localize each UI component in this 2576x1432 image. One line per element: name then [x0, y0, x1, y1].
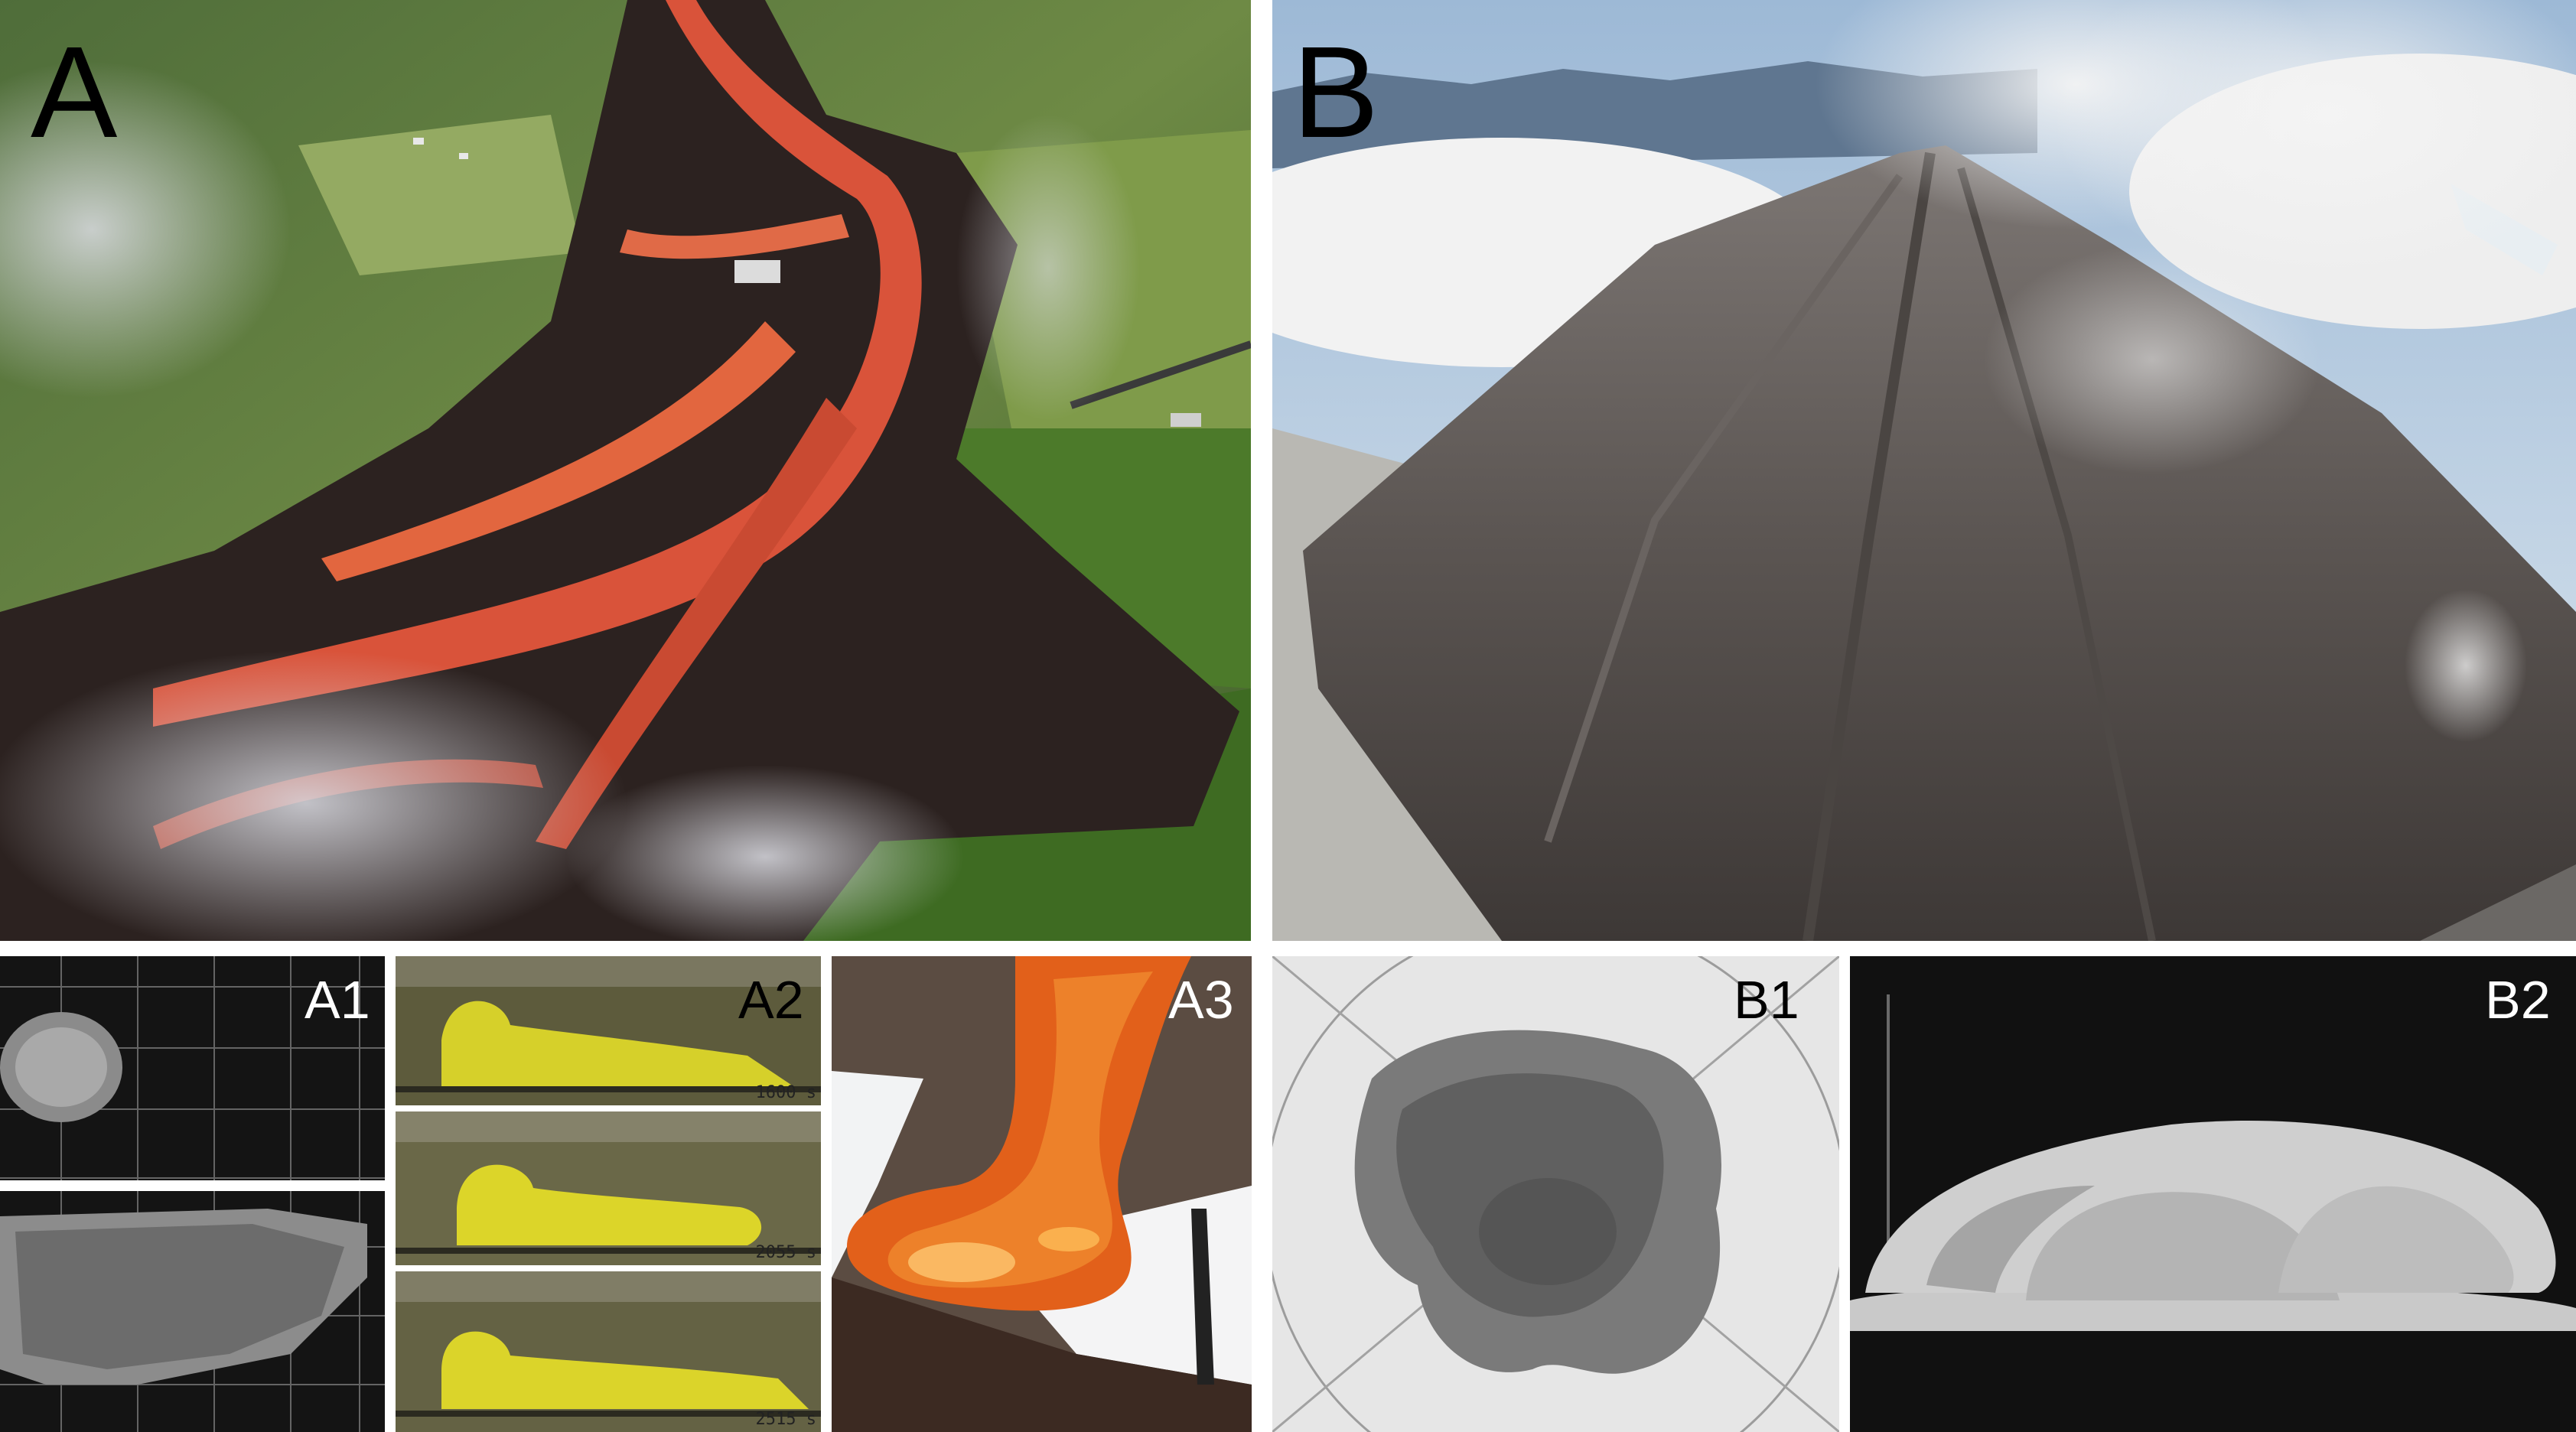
panel-b2-dome-side-view: B2 [1850, 956, 2576, 1432]
panel-label-a3: A3 [1168, 970, 1234, 1030]
lava-flow-image [0, 0, 1251, 941]
dome-top-view-image [1272, 956, 1839, 1432]
a2-timestamp-3: 2515 s [755, 1410, 816, 1429]
panel-a3-molten-glass-photo: A3 [832, 956, 1252, 1432]
a2-timestamp-1: 1600 s [755, 1083, 816, 1102]
panel-a2-channel-sequence: 1600 s 2055 s 2515 s A2 [396, 956, 821, 1432]
panel-b1-dome-top-view: B1 [1272, 956, 1839, 1432]
a2-frame-2055: 2055 s [396, 1111, 821, 1265]
dome-side-view-image [1850, 956, 2576, 1432]
panel-a1-grid-experiment: A1 [0, 956, 385, 1432]
a2-frame-1600: 1600 s [396, 956, 821, 1105]
panel-label-a: A [31, 20, 118, 165]
panel-label-b1: B1 [1734, 970, 1799, 1030]
a2-timestamp-2: 2055 s [755, 1243, 816, 1262]
a2-frame-2515: 2515 s [396, 1271, 821, 1432]
panel-label-a1: A1 [304, 970, 370, 1030]
panel-label-b2: B2 [2485, 970, 2551, 1030]
panel-b-volcanic-dome-photo: B [1272, 0, 2576, 941]
volcanic-dome-image [1272, 0, 2576, 941]
panel-a-lava-flow-photo: A [0, 0, 1251, 941]
molten-glass-image [832, 956, 1252, 1432]
grid-spread-image [0, 956, 385, 1432]
panel-label-b: B [1292, 20, 1379, 165]
panel-label-a2: A2 [738, 970, 804, 1030]
